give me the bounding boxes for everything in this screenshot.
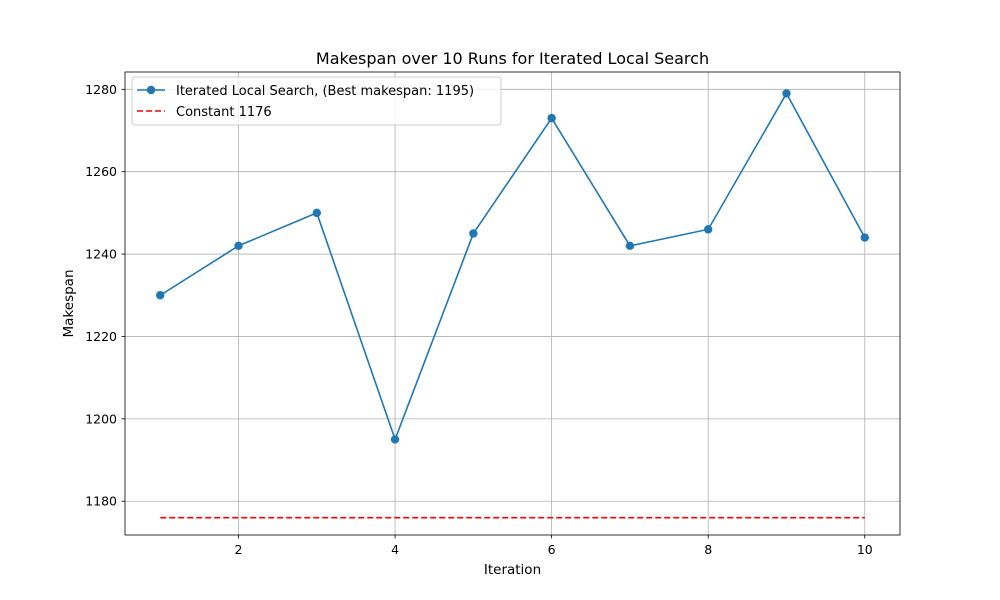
y-tick-label: 1240 — [85, 247, 117, 262]
y-tick-label: 1280 — [85, 82, 117, 97]
plot-frame — [124, 71, 901, 536]
series-group — [156, 89, 869, 519]
legend-marker-series-0 — [146, 85, 156, 95]
x-tick-label: 6 — [548, 542, 556, 557]
legend: Iterated Local Search, (Best makespan: 1… — [131, 76, 502, 126]
data-point — [860, 233, 869, 242]
data-point — [156, 291, 165, 300]
x-tick-label: 2 — [235, 542, 243, 557]
data-point — [547, 113, 556, 123]
chart-title: Makespan over 10 Runs for Iterated Local… — [316, 49, 709, 68]
data-point — [625, 241, 635, 251]
grid — [125, 72, 900, 535]
x-axis-label: Iteration — [484, 562, 541, 578]
y-tick-label: 1200 — [85, 411, 117, 426]
axis-ticks: 2 4 6 8 10 1180 1200 1220 1240 1260 1280 — [85, 82, 873, 557]
data-point — [234, 241, 243, 251]
y-tick-label: 1180 — [85, 494, 117, 509]
legend-label-series-0: Iterated Local Search, (Best makespan: 1… — [176, 84, 474, 99]
legend-box — [131, 76, 502, 126]
data-point — [312, 208, 321, 218]
x-tick-label: 10 — [857, 542, 873, 557]
data-point — [469, 229, 478, 238]
data-point — [390, 435, 400, 444]
y-axis-label: Makespan — [61, 270, 77, 338]
x-tick-label: 4 — [391, 542, 399, 557]
y-tick-label: 1220 — [85, 329, 117, 344]
x-tick-label: 8 — [704, 542, 712, 557]
legend-label-series-1: Constant 1176 — [176, 105, 272, 120]
series-line-0 — [159, 91, 866, 442]
y-tick-label: 1260 — [85, 164, 117, 179]
data-point — [782, 89, 791, 98]
data-point — [704, 225, 713, 234]
